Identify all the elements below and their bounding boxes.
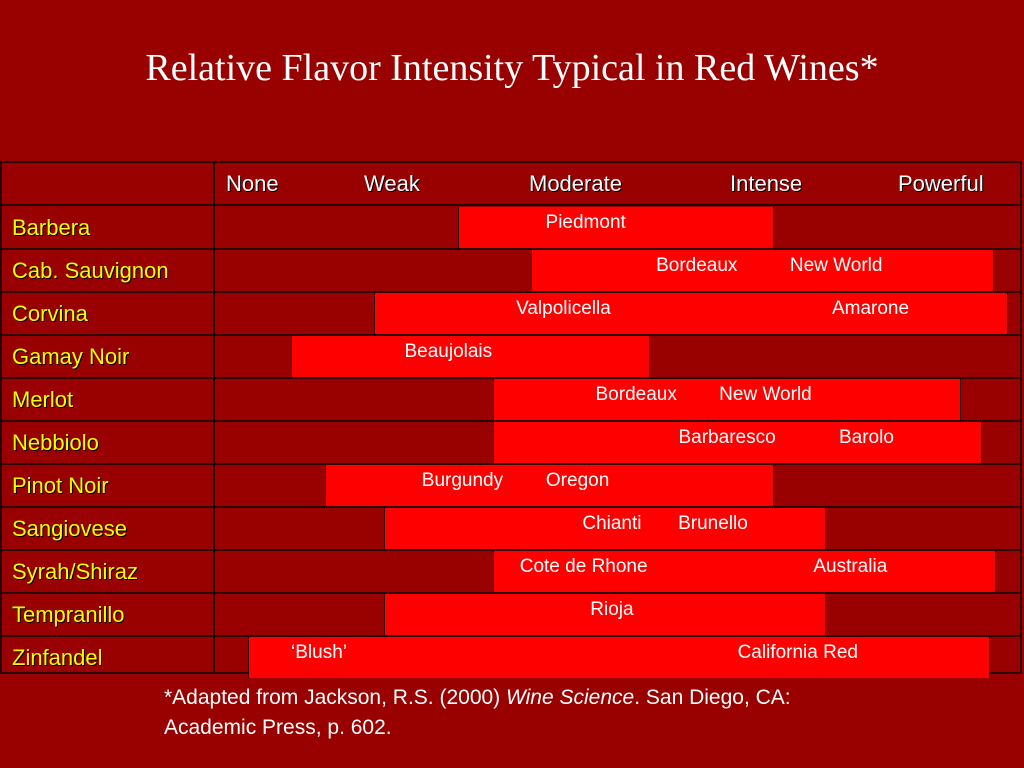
intensity-range-bar bbox=[531, 250, 994, 291]
region-label: Bordeaux bbox=[656, 255, 738, 276]
region-label: Rioja bbox=[590, 599, 634, 620]
wine-name: Syrah/Shiraz bbox=[12, 559, 138, 584]
row-divider bbox=[2, 377, 1022, 379]
scale-label-intense: Intense bbox=[730, 171, 803, 196]
region-label: Chianti bbox=[582, 513, 642, 534]
wine-name: Nebbiolo bbox=[12, 430, 99, 455]
scale-label-none: None bbox=[226, 171, 279, 196]
intensity-cell: Barbaresco Barolo bbox=[214, 421, 1022, 464]
intensity-range-bar bbox=[290, 336, 651, 377]
row-divider bbox=[2, 549, 1022, 551]
intensity-range-bar bbox=[492, 551, 996, 592]
wine-name: Corvina bbox=[12, 301, 88, 326]
intensity-cell: Chianti Brunello bbox=[214, 507, 1022, 550]
region-label: Amarone bbox=[831, 298, 910, 319]
region-label: New World bbox=[789, 255, 883, 276]
intensity-cell: Valpolicella Amarone bbox=[214, 292, 1022, 335]
intensity-cell: Bordeaux New World bbox=[214, 249, 1022, 292]
citation-footnote: *Adapted from Jackson, R.S. (2000) Wine … bbox=[164, 683, 824, 743]
row-divider bbox=[2, 592, 1022, 594]
intensity-range-bar bbox=[492, 379, 962, 420]
wine-row-gamay-noir: Gamay Noir Beaujolais bbox=[2, 335, 1022, 378]
scale-label-weak: Weak bbox=[364, 171, 420, 196]
column-divider bbox=[213, 163, 215, 672]
region-label: New World bbox=[719, 384, 812, 405]
region-label: Oregon bbox=[545, 470, 610, 491]
flavor-intensity-table: None Weak Moderate Intense Powerful Barb… bbox=[0, 161, 1022, 678]
scale-label-powerful: Powerful bbox=[898, 171, 984, 196]
region-label: ‘Blush’ bbox=[291, 642, 348, 663]
intensity-range-bar bbox=[492, 422, 982, 463]
row-divider bbox=[2, 334, 1022, 336]
wine-name: Tempranillo bbox=[12, 602, 125, 627]
wine-row-cab-sauvignon: Cab. Sauvignon Bordeaux New World bbox=[2, 249, 1022, 292]
region-label: Barolo bbox=[838, 427, 894, 448]
region-label: Australia bbox=[813, 556, 888, 577]
wine-row-zinfandel: Zinfandel ‘Blush’ California Red bbox=[2, 636, 1022, 679]
intensity-cell: Bordeaux New World bbox=[214, 378, 1022, 421]
region-label: California Red bbox=[737, 642, 858, 663]
region-label: Beaujolais bbox=[404, 341, 493, 362]
citation-suffix: . San Diego, CA: Academic Press, p. 602. bbox=[164, 686, 791, 739]
citation-book-title: Wine Science bbox=[506, 686, 635, 709]
wine-name: Pinot Noir bbox=[12, 473, 109, 498]
intensity-cell: Burgundy Oregon bbox=[214, 464, 1022, 507]
row-divider bbox=[2, 248, 1022, 250]
region-label: Bordeaux bbox=[595, 384, 677, 405]
wine-row-nebbiolo: Nebbiolo Barbaresco Barolo bbox=[2, 421, 1022, 464]
intensity-range-bar bbox=[373, 293, 1008, 334]
citation-prefix: *Adapted from Jackson, R.S. (2000) bbox=[164, 686, 506, 709]
region-label: Valpolicella bbox=[516, 298, 611, 319]
intensity-range-bar bbox=[383, 508, 827, 549]
wine-name: Merlot bbox=[12, 387, 74, 412]
region-label: Brunello bbox=[678, 513, 748, 534]
region-label: Burgundy bbox=[421, 470, 504, 491]
row-divider bbox=[2, 420, 1022, 422]
region-label: Cote de Rhone bbox=[519, 556, 648, 577]
region-label: Piedmont bbox=[545, 212, 626, 233]
intensity-cell: Cote de Rhone Australia bbox=[214, 550, 1022, 593]
intensity-cell: Rioja bbox=[214, 593, 1022, 636]
intensity-scale-header: None Weak Moderate Intense Powerful bbox=[214, 163, 1022, 205]
scale-label-moderate: Moderate bbox=[529, 171, 622, 196]
wine-row-corvina: Corvina Valpolicella Amarone bbox=[2, 292, 1022, 335]
intensity-range-bar bbox=[458, 207, 774, 248]
wine-row-barbera: Barbera Piedmont bbox=[2, 206, 1022, 249]
wine-name: Cab. Sauvignon bbox=[12, 258, 169, 283]
wine-name: Sangiovese bbox=[12, 516, 127, 541]
intensity-range-bar bbox=[325, 465, 774, 506]
intensity-cell: Beaujolais bbox=[214, 335, 1022, 378]
intensity-cell: ‘Blush’ California Red bbox=[214, 636, 1022, 679]
wine-row-syrah-shiraz: Syrah/Shiraz Cote de Rhone Australia bbox=[2, 550, 1022, 593]
row-divider bbox=[2, 463, 1022, 465]
wine-row-merlot: Merlot Bordeaux New World bbox=[2, 378, 1022, 421]
intensity-cell: Piedmont bbox=[214, 206, 1022, 249]
row-divider bbox=[2, 291, 1022, 293]
row-divider bbox=[2, 635, 1022, 637]
row-divider bbox=[2, 204, 1022, 206]
wine-row-pinot-noir: Pinot Noir Burgundy Oregon bbox=[2, 464, 1022, 507]
intensity-range-bar bbox=[248, 637, 990, 678]
region-label: Barbaresco bbox=[678, 427, 776, 448]
wine-row-sangiovese: Sangiovese Chianti Brunello bbox=[2, 507, 1022, 550]
wine-name: Zinfandel bbox=[12, 645, 103, 670]
wine-row-tempranillo: Tempranillo Rioja bbox=[2, 593, 1022, 636]
intensity-range-bar bbox=[383, 594, 827, 635]
header-blank-cell bbox=[2, 163, 214, 205]
slide-title: Relative Flavor Intensity Typical in Red… bbox=[145, 47, 879, 89]
row-divider bbox=[2, 506, 1022, 508]
wine-name: Gamay Noir bbox=[12, 344, 130, 369]
wine-name: Barbera bbox=[12, 215, 91, 240]
